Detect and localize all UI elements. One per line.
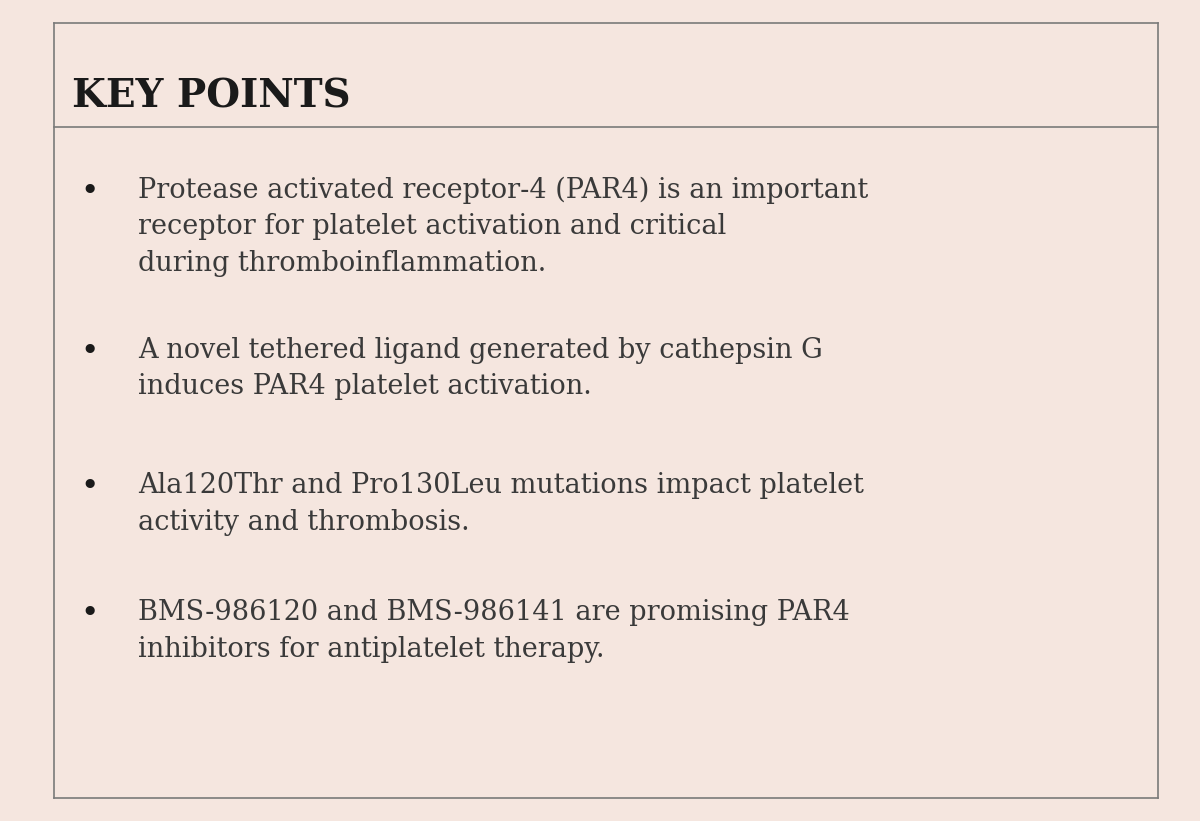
Text: •: •	[80, 472, 100, 503]
Text: BMS-986120 and BMS-986141 are promising PAR4
inhibitors for antiplatelet therapy: BMS-986120 and BMS-986141 are promising …	[138, 599, 850, 663]
Text: Ala120Thr and Pro130Leu mutations impact platelet
activity and thrombosis.: Ala120Thr and Pro130Leu mutations impact…	[138, 472, 864, 535]
Text: Protease activated receptor-4 (PAR4) is an important
receptor for platelet activ: Protease activated receptor-4 (PAR4) is …	[138, 177, 869, 277]
Text: •: •	[80, 337, 100, 368]
Text: •: •	[80, 599, 100, 631]
Text: A novel tethered ligand generated by cathepsin G
induces PAR4 platelet activatio: A novel tethered ligand generated by cat…	[138, 337, 823, 400]
Text: •: •	[80, 177, 100, 208]
Text: KEY POINTS: KEY POINTS	[72, 78, 350, 116]
